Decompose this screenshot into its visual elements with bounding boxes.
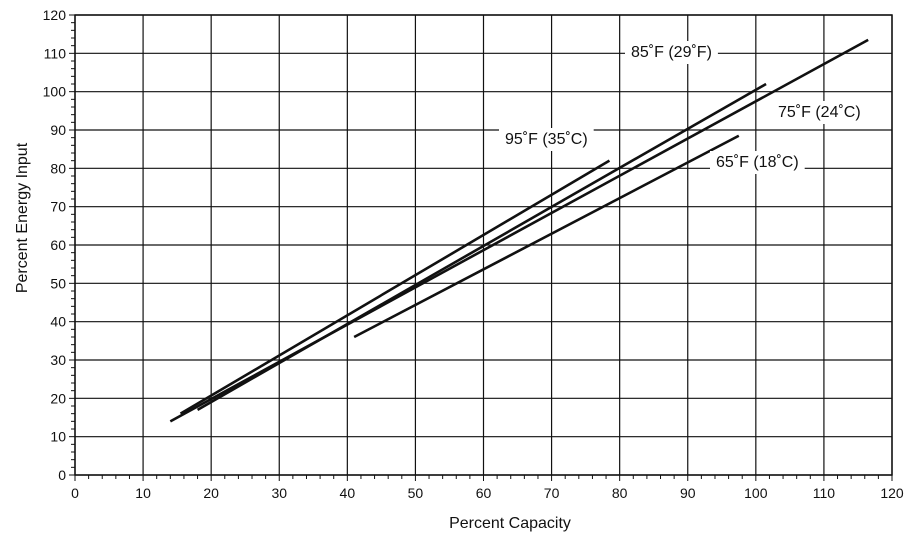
y-tick-label: 50: [50, 275, 66, 291]
y-tick-label: 100: [43, 84, 67, 100]
y-tick-label: 0: [58, 467, 66, 483]
series-label-0: 95˚F (35˚C): [505, 131, 588, 148]
x-tick-label: 0: [71, 485, 79, 501]
series-lines: [169, 38, 869, 423]
y-tick-label: 90: [50, 122, 66, 138]
series-line-2: [196, 82, 767, 411]
y-tick-label: 40: [50, 314, 66, 330]
y-tick-label: 20: [50, 390, 66, 406]
x-tick-label: 110: [813, 485, 836, 501]
x-tick-label: 40: [340, 485, 356, 501]
x-tick-label: 100: [744, 485, 768, 501]
x-tick-label: 50: [408, 485, 424, 501]
series-label-bg: [772, 101, 867, 124]
minor-ticks: [69, 14, 893, 481]
y-tick-label: 60: [50, 237, 66, 253]
x-tick-label: 60: [476, 485, 492, 501]
series-label-1: 85˚F (29˚F): [631, 44, 712, 61]
y-tick-label: 120: [43, 7, 67, 23]
y-tick-labels: 0 10 20 30 40 50 60 70 80 90 100 110 120: [43, 7, 67, 483]
series-label-bg: [625, 41, 718, 64]
x-tick-label: 90: [680, 485, 696, 501]
series-label-3: 65˚F (18˚C): [716, 154, 799, 171]
x-tick-label: 70: [544, 485, 560, 501]
y-tick-label: 80: [50, 160, 66, 176]
x-tick-label: 20: [203, 485, 219, 501]
x-axis-title: Percent Capacity: [449, 515, 571, 532]
series-line-0: [179, 159, 611, 415]
series-label-2: 75˚F (24˚C): [778, 104, 861, 121]
y-tick-label: 10: [50, 429, 66, 445]
y-tick-label: 30: [50, 352, 66, 368]
series-label-bg: [710, 151, 805, 174]
series-labels: 95˚F (35˚C) 85˚F (29˚F) 75˚F (24˚C) 65˚F (1…: [499, 41, 867, 174]
y-axis-title: Percent Energy Input: [14, 142, 31, 293]
y-tick-label: 110: [44, 45, 67, 61]
y-tick-label: 70: [50, 199, 66, 215]
x-tick-label: 80: [612, 485, 628, 501]
x-tick-label: 120: [880, 485, 904, 501]
x-tick-label: 30: [271, 485, 287, 501]
x-tick-label: 10: [135, 485, 151, 501]
series-label-bg: [499, 128, 594, 151]
x-tick-labels: 0 10 20 30 40 50 60 70 80 90 100 110 120: [71, 485, 904, 501]
series-line-3: [353, 134, 740, 339]
